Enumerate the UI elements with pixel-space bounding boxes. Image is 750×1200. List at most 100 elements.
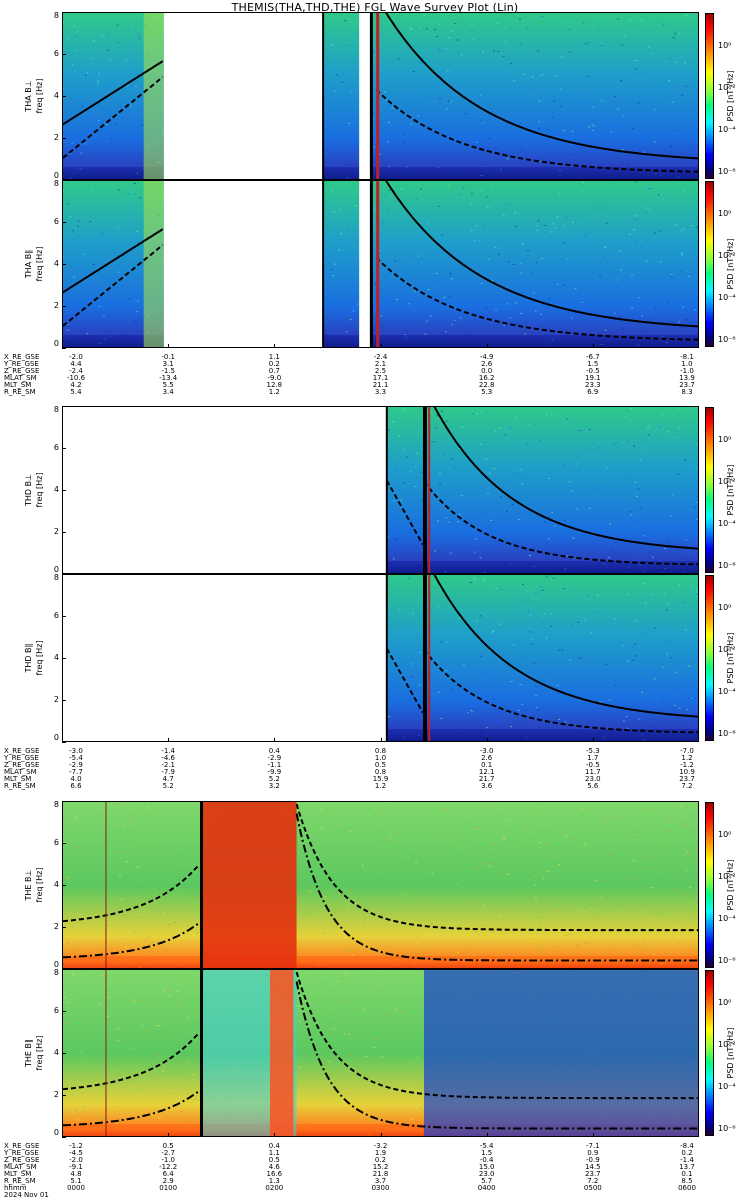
ephemeris-value: 0.4 <box>268 747 280 755</box>
ephemeris-value: 4.6 <box>268 1163 280 1171</box>
ephemeris-value: 17.1 <box>372 374 389 382</box>
x-tick-mark <box>486 738 488 742</box>
y-tick-label: 2 <box>53 922 59 931</box>
ephemeris-value: 5.1 <box>70 1177 82 1185</box>
colorbar-tick-label: 10⁰ <box>718 830 732 839</box>
ephemeris-value: 3.1 <box>162 360 174 368</box>
ephemeris-value: 6.6 <box>70 782 82 790</box>
colorbar-tick-label: 10⁻⁴ <box>718 914 736 923</box>
ephemeris-value: 0.4 <box>268 1142 280 1150</box>
colorbar-title: PSD [nT²/Hz] <box>726 859 735 911</box>
ephemeris-label: Y_RE_GSE <box>4 754 39 762</box>
data-gap <box>163 13 324 179</box>
ephemeris-value: 6.4 <box>162 1170 174 1178</box>
y-tick-mark <box>62 406 66 407</box>
ephemeris-value: 3.3 <box>374 388 387 396</box>
ephemeris-value: -2.9 <box>69 761 83 769</box>
y-tick-mark <box>62 700 66 701</box>
ephemeris-value: -3.2 <box>373 1142 388 1150</box>
y-tick-mark <box>62 658 66 659</box>
marker-line <box>105 802 107 968</box>
ephemeris-value: 2.6 <box>481 754 493 762</box>
colorbar-tick-label: 10⁻⁶ <box>718 335 736 344</box>
ephemeris-value: 1.9 <box>374 1149 387 1157</box>
gyrofrequency-curve <box>295 803 698 932</box>
y-tick-label: 4 <box>53 1048 59 1057</box>
ephemeris-value: 1.3 <box>268 1177 280 1185</box>
colorbar-title: PSD [nT²/Hz] <box>726 238 735 290</box>
ephemeris-label: Z_RE_GSE <box>4 761 40 769</box>
ephemeris-label: MLT_SM <box>4 775 32 783</box>
ephemeris-value: -5.4 <box>479 1142 494 1150</box>
y-tick-mark <box>62 885 66 886</box>
ephemeris-value: -2.4 <box>373 353 388 361</box>
y-axis-unit: freq [Hz] <box>35 640 44 676</box>
ephemeris-value: -4.5 <box>69 1149 83 1157</box>
y-tick-mark <box>62 264 66 265</box>
colorbar-tick-label: 10⁻² <box>718 872 736 881</box>
x-tick-mark <box>62 344 63 348</box>
colorbar-tick-label: 10⁰ <box>718 998 732 1007</box>
ephemeris-value: -7.7 <box>69 768 83 776</box>
ephemeris-value: -7.9 <box>161 768 175 776</box>
ephemeris-value: -1.4 <box>680 1156 694 1164</box>
y-tick-label: 4 <box>53 485 59 494</box>
ephemeris-value: -1.4 <box>161 747 175 755</box>
ephemeris-value: 0300 <box>371 1184 390 1192</box>
y-axis-label: THE B⊥ <box>24 869 33 901</box>
ephemeris-value: -1.0 <box>161 1156 175 1164</box>
ephemeris-row: MLAT_SM -10.6 -13.4 -9.0 17.1 16.2 19.1 13.9 <box>4 374 724 382</box>
ephemeris-label: X_RE_GSE <box>4 1142 40 1150</box>
y-tick-label: 8 <box>53 179 59 188</box>
ephemeris-value: 0.5 <box>268 1156 280 1164</box>
ephemeris-value: 6.9 <box>587 388 599 396</box>
ephemeris-value: 0500 <box>583 1184 602 1192</box>
y-tick-mark <box>62 969 66 970</box>
ephemeris-row: Z_RE_GSE -2.9 -2.1 -1.1 0.5 0.1 -0.5 -1.2 <box>4 761 724 769</box>
marker-line <box>422 407 427 573</box>
ephemeris-value: 1.5 <box>587 360 599 368</box>
ephemeris-value: 2.5 <box>374 367 387 375</box>
ephemeris-row: MLT_SM 4.8 6.4 16.6 21.8 23.0 23.7 0.1 <box>4 1170 724 1178</box>
ephemeris-row: R_RE_SM 5.1 2.9 1.3 3.7 5.7 7.2 8.5 <box>4 1177 724 1185</box>
colorbar-tick-label: 10⁰ <box>718 209 732 218</box>
ephemeris-value: -3.0 <box>69 747 83 755</box>
ephemeris-row: R_RE_SM 6.6 5.2 3.2 1.2 3.6 5.6 7.2 <box>4 782 724 790</box>
gyrofrequency-curve <box>385 648 424 714</box>
ephemeris-value: 0.1 <box>481 761 493 769</box>
spectrogram-panel <box>62 180 699 348</box>
x-tick-mark <box>274 1133 276 1137</box>
x-tick-mark <box>274 738 276 742</box>
ephemeris-value: 0.2 <box>374 1156 387 1164</box>
ephemeris-value: 0.7 <box>268 367 280 375</box>
y-tick-mark <box>62 1011 66 1012</box>
ephemeris-label: MLAT_SM <box>4 768 37 776</box>
colorbar-tick-label: 10⁻⁶ <box>718 729 736 738</box>
ephemeris-value: 12.8 <box>266 381 283 389</box>
ephemeris-value: 14.5 <box>585 1163 601 1171</box>
y-tick-mark <box>62 180 66 181</box>
y-tick-label: 8 <box>53 573 59 582</box>
wave-power-region <box>270 970 294 1136</box>
ephemeris-value: 0.5 <box>162 1142 174 1150</box>
ephemeris-value: 0.8 <box>374 747 387 755</box>
colorbar-title: PSD [nT²/Hz] <box>726 632 735 684</box>
colorbar-title: PSD [nT²/Hz] <box>726 70 735 122</box>
y-tick-label: 8 <box>53 968 59 977</box>
ephemeris-value: 4.2 <box>70 381 82 389</box>
colorbar-tick-label: 10⁻⁴ <box>718 519 736 528</box>
x-tick-mark <box>62 738 63 742</box>
x-tick-mark <box>592 1133 594 1137</box>
ephemeris-value: -12.2 <box>159 1163 178 1171</box>
ephemeris-label: MLAT_SM <box>4 374 37 382</box>
ephemeris-value: 5.3 <box>481 388 493 396</box>
gyrofrequency-curve <box>63 1032 200 1091</box>
colorbar <box>705 407 714 573</box>
ephemeris-value: 23.7 <box>679 381 695 389</box>
ephemeris-row: MLT_SM 4.0 4.7 5.2 15.9 21.7 23.0 23.7 <box>4 775 724 783</box>
gyrofrequency-curve <box>63 60 164 126</box>
ephemeris-value: 13.9 <box>679 374 695 382</box>
ephemeris-value: 3.6 <box>481 782 493 790</box>
ephemeris-value: 15.2 <box>372 1163 389 1171</box>
y-tick-label: 2 <box>53 527 59 536</box>
